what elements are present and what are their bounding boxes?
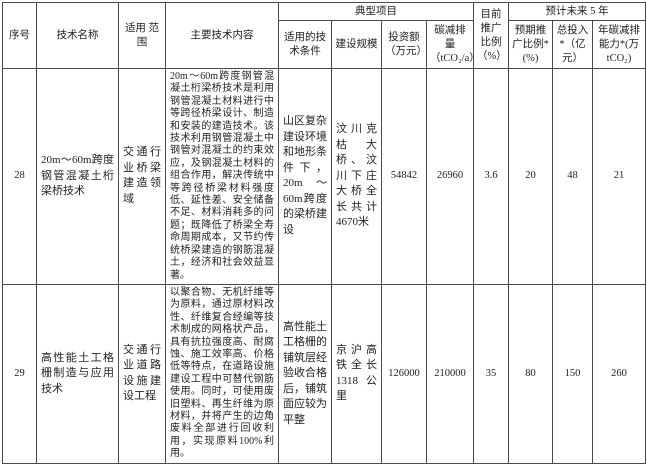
cell-scale: 汶川克枯大桥、汶川下庄大桥全长共计4670米 — [331, 68, 382, 285]
cell-scale: 京沪高铁全长1318公里 — [331, 283, 382, 464]
cell-tech-name: 20m～60m跨度钢管混凝土桁梁桥技术 — [36, 68, 119, 285]
cell-scope: 交通行业道路设施建设工程 — [118, 283, 166, 464]
cell-expected-ratio: 80 — [508, 283, 553, 464]
header-annual-capacity: 年碳减排能力*(万tCO₂) — [591, 20, 647, 69]
cell-main-content: 20m～60m跨度钢管混凝土桁梁桥技术是利用钢管混凝土材料进行中等跨径桥梁设计、… — [165, 68, 279, 285]
cell-annual-capacity: 21 — [591, 68, 647, 285]
cell-scope: 交通行业桥梁建造领域 — [118, 68, 166, 285]
header-scale: 建设规模 — [331, 20, 382, 69]
header-scope: 适用 范围 — [118, 2, 166, 69]
cell-expected-ratio: 20 — [508, 68, 553, 285]
cell-serial: 29 — [2, 283, 37, 464]
header-total-input: 总投入*（亿元） — [552, 20, 593, 69]
cell-annual-capacity: 260 — [591, 283, 647, 464]
cell-main-content: 以聚合物、无机纤维等为原料，通过原材料改性、纤维复合经编等技术制成的网格状产品，… — [165, 283, 279, 464]
table-row: 29 高性能土工格栅制造与应用技术 交通行业道路设施建设工程 以聚合物、无机纤维… — [2, 283, 647, 464]
cell-investment: 126000 — [381, 283, 427, 464]
header-conditions: 适用的技术条件 — [278, 20, 332, 69]
cell-tech-name: 高性能土工格栅制造与应用技术 — [36, 283, 119, 464]
header-serial: 序号 — [2, 2, 37, 69]
cell-total-input: 150 — [552, 283, 593, 464]
header-group-typical-project: 典型项目 — [278, 2, 474, 21]
cell-total-input: 48 — [552, 68, 593, 285]
header-tech-name: 技术名称 — [36, 2, 119, 69]
header-current-ratio: 目前推广比例（%） — [473, 2, 509, 69]
table-header: 序号 技术名称 适用 范围 主要技术内容 典型项目 目前推广比例（%） 预计未来… — [2, 2, 647, 69]
cell-investment: 54842 — [381, 68, 427, 285]
cell-conditions: 高性能土工格栅的铺筑层经验收合格后，铺筑面应较为平整 — [278, 283, 332, 464]
header-row-sub: 适用的技术条件 建设规模 投资额（万元） 碳减排量（tCO₂/a） 预期推广比例… — [3, 20, 647, 69]
cell-current-ratio: 3.6 — [473, 68, 509, 285]
cell-current-ratio: 35 — [473, 283, 509, 464]
header-group-next-5-years: 预计未来 5 年 — [507, 2, 647, 21]
header-row-groups: 序号 技术名称 适用 范围 主要技术内容 典型项目 目前推广比例（%） 预计未来… — [2, 2, 647, 69]
cell-carbon-reduction: 210000 — [426, 283, 474, 464]
cell-conditions: 山区复杂建设环境和地形条件下，20m～60m跨度的梁桥建设 — [278, 68, 332, 285]
cell-carbon-reduction: 26960 — [426, 68, 474, 285]
header-main-content: 主要技术内容 — [165, 2, 279, 69]
table-body: 28 20m～60m跨度钢管混凝土桁梁桥技术 交通行业桥梁建造领域 20m～60… — [2, 68, 647, 464]
header-investment: 投资额（万元） — [381, 20, 427, 69]
header-carbon-reduction: 碳减排量（tCO₂/a） — [426, 20, 474, 69]
table-row: 28 20m～60m跨度钢管混凝土桁梁桥技术 交通行业桥梁建造领域 20m～60… — [2, 68, 647, 285]
cell-serial: 28 — [2, 68, 37, 285]
header-expected-ratio: 预期推广比例*(%) — [508, 20, 553, 69]
